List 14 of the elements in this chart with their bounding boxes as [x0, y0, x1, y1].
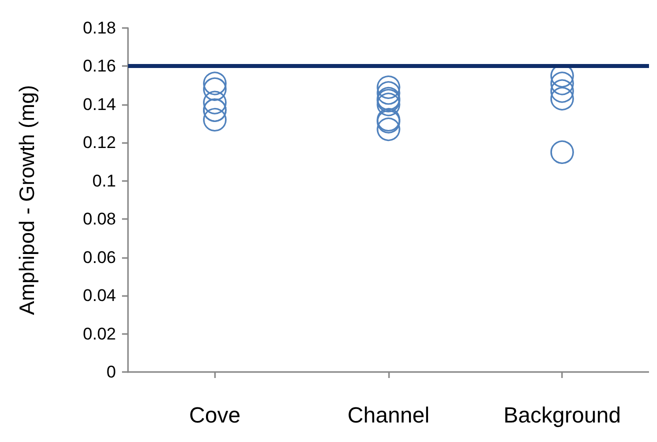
- y-tick-label: 0.02: [82, 324, 116, 344]
- x-tick-label: Cove: [189, 402, 241, 428]
- y-tick-label: 0.06: [82, 248, 116, 267]
- y-tick-label: 0.04: [82, 286, 116, 306]
- y-tick-label: 0.08: [82, 210, 116, 229]
- y-tick-label: 0.14: [82, 94, 116, 114]
- y-tick-label: 0: [106, 362, 116, 382]
- y-axis-title: Amphipod - Growth (mg): [16, 85, 39, 315]
- y-tick-label: 0.12: [82, 133, 116, 152]
- x-tick-label: Channel: [348, 402, 430, 428]
- y-tick-label: 0.16: [82, 56, 116, 76]
- y-tick-label: 0.18: [82, 18, 116, 38]
- x-tick-label: Background: [503, 402, 621, 428]
- y-tick-label: 0.1: [92, 171, 116, 190]
